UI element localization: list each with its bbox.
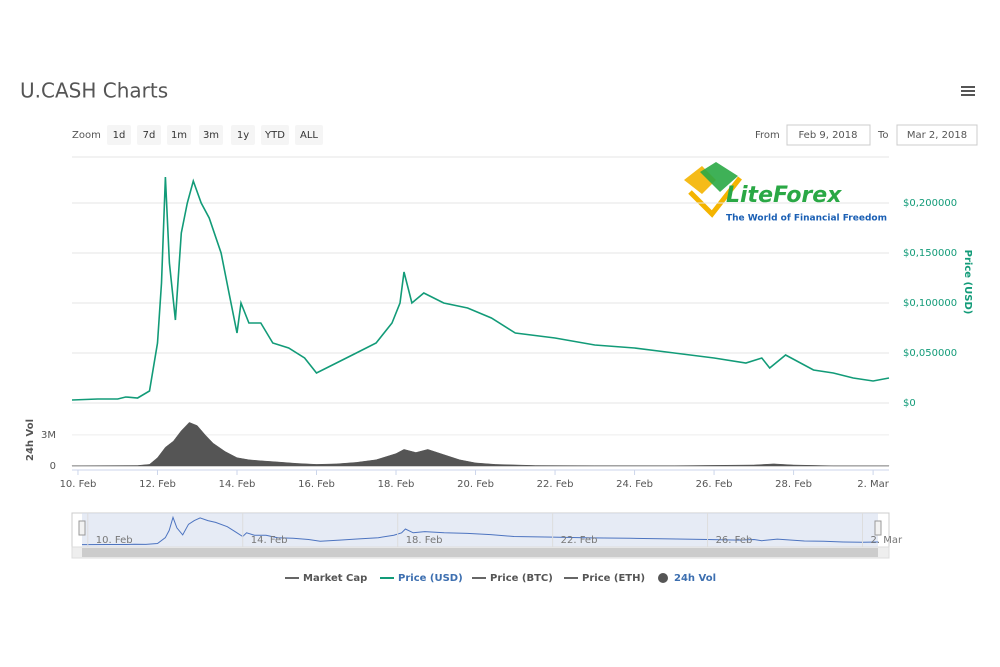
x-tick-label: 22. Feb — [537, 479, 574, 490]
chart-title: U.CASH Charts — [20, 79, 168, 103]
zoom-button-label: YTD — [264, 130, 285, 141]
navigator-tick-label: 26. Feb — [716, 535, 753, 546]
from-input[interactable] — [786, 124, 871, 146]
zoom-button-label: 3m — [203, 130, 219, 141]
zoom-button-label: ALL — [300, 130, 318, 141]
navigator-tick-label: 22. Feb — [561, 535, 598, 546]
legend-symbol — [658, 573, 668, 583]
from-date: Feb 9, 2018 — [798, 130, 857, 141]
y-tick-label: $0,100000 — [903, 298, 957, 309]
scrollbar-thumb[interactable] — [82, 548, 878, 557]
x-tick-label: 10. Feb — [60, 479, 97, 490]
x-tick-label: 12. Feb — [139, 479, 176, 490]
navigator-handle[interactable] — [874, 520, 882, 536]
x-tick-label: 14. Feb — [219, 479, 256, 490]
watermark-brand: LiteForex — [726, 183, 842, 208]
to-input[interactable] — [896, 124, 978, 146]
navigator-tick-label: 14. Feb — [251, 535, 288, 546]
x-tick-label: 20. Feb — [457, 479, 494, 490]
zoom-button[interactable] — [295, 125, 323, 145]
zoom-label: Zoom — [72, 130, 101, 141]
zoom-button-label: 1m — [171, 130, 187, 141]
x-tick-label: 28. Feb — [775, 479, 812, 490]
zoom-button-label: 1d — [113, 130, 126, 141]
to-label: To — [877, 130, 889, 141]
y-axis-title: Price (USD) — [962, 250, 973, 315]
x-tick-label: 2. Mar — [857, 479, 889, 490]
zoom-button[interactable] — [199, 125, 223, 145]
navigator-tick-label: 2. Mar — [871, 535, 903, 546]
from-label: From — [755, 130, 780, 141]
zoom-button-label: 7d — [143, 130, 156, 141]
menu-icon[interactable] — [961, 86, 975, 96]
legend-label[interactable]: Price (BTC) — [490, 573, 553, 584]
y-tick-label: $0,150000 — [903, 248, 957, 259]
y-tick-label: 0 — [50, 461, 56, 472]
navigator-selection[interactable] — [82, 513, 878, 547]
y-tick-label: 3M — [41, 430, 56, 441]
legend-label[interactable]: Price (ETH) — [582, 573, 645, 584]
x-tick-label: 26. Feb — [696, 479, 733, 490]
x-tick-label: 24. Feb — [616, 479, 653, 490]
legend-label[interactable]: Market Cap — [303, 573, 367, 584]
volume-area — [71, 422, 890, 467]
zoom-button[interactable] — [137, 125, 161, 145]
watermark-tagline: The World of Financial Freedom — [726, 214, 887, 224]
zoom-button-label: 1y — [237, 130, 249, 141]
x-tick-label: 16. Feb — [298, 479, 335, 490]
legend-label[interactable]: Price (USD) — [398, 573, 463, 584]
navigator-line — [81, 515, 879, 546]
legend-label[interactable]: 24h Vol — [674, 573, 716, 584]
watermark: LiteForex The World of Financial Freedom — [684, 162, 887, 224]
zoom-button[interactable] — [261, 125, 289, 145]
navigator-handle[interactable] — [78, 520, 86, 536]
zoom-button[interactable] — [231, 125, 255, 145]
y-tick-label: $0 — [903, 398, 916, 409]
zoom-button[interactable] — [167, 125, 191, 145]
navigator-tick-label: 18. Feb — [406, 535, 443, 546]
x-tick-label: 18. Feb — [378, 479, 415, 490]
y-tick-label: $0,050000 — [903, 348, 957, 359]
zoom-button[interactable] — [107, 125, 131, 145]
price-line — [71, 176, 890, 401]
y-tick-label: $0,200000 — [903, 198, 957, 209]
navigator-tick-label: 10. Feb — [96, 535, 133, 546]
y-axis-title: 24h Vol — [25, 419, 36, 461]
to-date: Mar 2, 2018 — [907, 130, 967, 141]
